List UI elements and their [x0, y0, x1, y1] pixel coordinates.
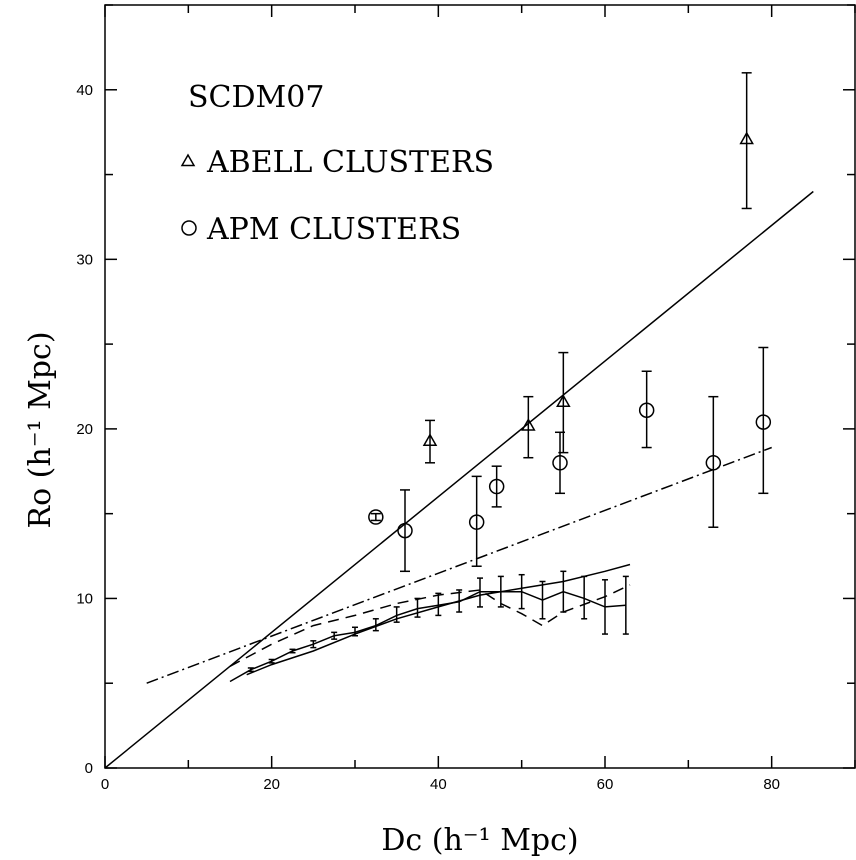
point-apm: [705, 455, 722, 471]
x-tick-label: 80: [763, 776, 780, 793]
model-lines: [104, 190, 814, 769]
point-abell: [422, 433, 438, 447]
legend-circle-icon: [181, 220, 197, 236]
line-solid-2: [246, 563, 631, 676]
point-apm: [755, 414, 772, 430]
point-apm: [397, 522, 413, 539]
y-tick-label: 10: [76, 590, 93, 607]
plot-border: [104, 4, 856, 769]
y-axis-title: Ro (h⁻¹ Mpc): [23, 331, 58, 528]
line-errorbar-series: [229, 590, 626, 683]
x-tick-label: 40: [430, 776, 447, 793]
chart-title: SCDM07: [188, 80, 324, 115]
data-markers: [368, 131, 772, 539]
y-tick-label: 0: [85, 760, 93, 777]
legend-label-apm: APM CLUSTERS: [206, 212, 461, 247]
point-apm: [468, 514, 485, 530]
point-apm: [552, 455, 568, 471]
legend: ABELL CLUSTERS APM CLUSTERS: [180, 145, 494, 247]
line-dashed-3: [229, 584, 631, 667]
x-tick-label: 20: [263, 776, 280, 793]
plot-frame: [104, 4, 856, 769]
y-tick-label: 20: [76, 421, 93, 438]
point-apm: [368, 509, 384, 525]
line-dashdot-1: [146, 446, 772, 684]
error-bars: [247, 72, 769, 673]
legend-label-abell: ABELL CLUSTERS: [206, 145, 494, 180]
y-tick-label: 40: [76, 82, 93, 99]
legend-triangle-icon: [180, 153, 196, 167]
x-axis-title: Dc (h⁻¹ Mpc): [381, 823, 578, 858]
line-solid-0: [104, 190, 814, 769]
y-tick-label: 30: [76, 251, 93, 268]
point-abell: [521, 417, 536, 431]
x-tick-label: 60: [597, 776, 614, 793]
point-apm: [488, 478, 505, 495]
point-apm: [638, 402, 655, 418]
legend-marker-triangle: [180, 153, 196, 167]
point-abell: [739, 131, 754, 145]
point-abell: [556, 394, 571, 408]
legend-marker-circle: [181, 220, 197, 236]
x-tick-label: 0: [101, 776, 109, 793]
axis-ticks: 0 20 40 60 80 0 10 20 30 40: [76, 4, 856, 793]
